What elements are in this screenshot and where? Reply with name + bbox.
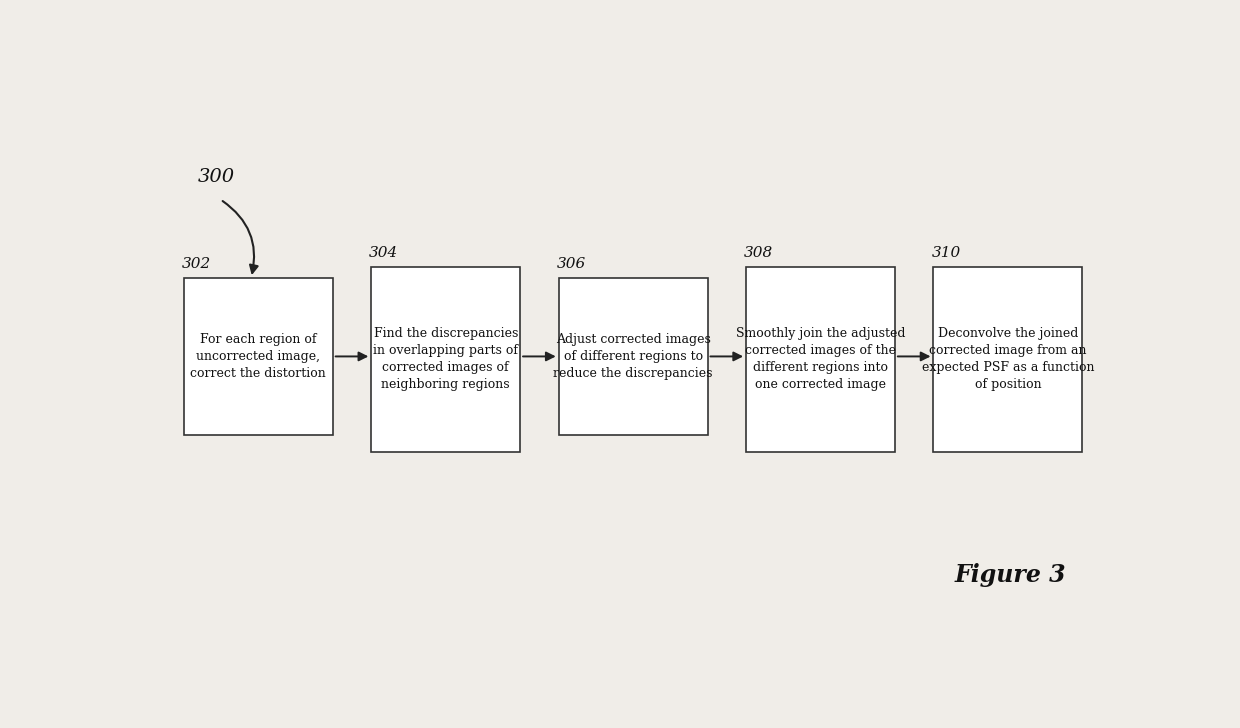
Bar	[934, 266, 1083, 451]
FancyArrowPatch shape	[223, 201, 258, 273]
Text: Deconvolve the joined
corrected image from an
expected PSF as a function
of posi: Deconvolve the joined corrected image fr…	[921, 327, 1094, 391]
Text: Find the discrepancies
in overlapping parts of
corrected images of
neighboring r: Find the discrepancies in overlapping pa…	[373, 327, 518, 391]
Bar	[558, 278, 708, 435]
Bar	[371, 266, 521, 451]
Bar	[746, 266, 895, 451]
Text: 300: 300	[198, 168, 236, 186]
Text: Smoothly join the adjusted
corrected images of the
different regions into
one co: Smoothly join the adjusted corrected ima…	[735, 327, 905, 391]
Text: Figure 3: Figure 3	[955, 563, 1066, 587]
Text: 308: 308	[744, 246, 774, 260]
Text: 310: 310	[931, 246, 961, 260]
Text: For each region of
uncorrected image,
correct the distortion: For each region of uncorrected image, co…	[191, 333, 326, 380]
Bar	[184, 278, 332, 435]
Text: Adjust corrected images
of different regions to
reduce the discrepancies: Adjust corrected images of different reg…	[553, 333, 713, 380]
Text: 304: 304	[370, 246, 398, 260]
Text: 302: 302	[182, 257, 211, 272]
Text: 306: 306	[557, 257, 587, 272]
